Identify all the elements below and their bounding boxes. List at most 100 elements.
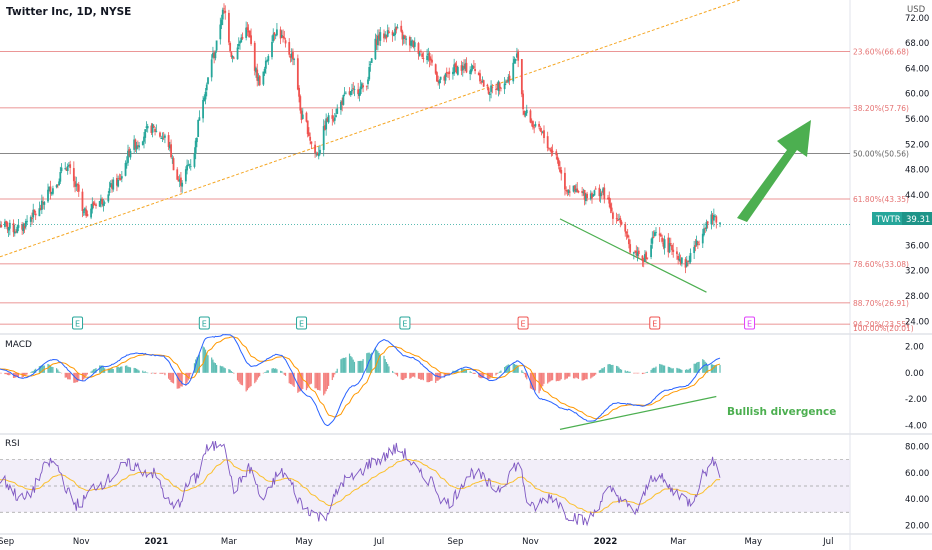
macd-histogram-bar	[78, 372, 80, 381]
candle-body	[188, 164, 191, 166]
candle-body	[267, 56, 270, 61]
candle-body	[660, 234, 662, 237]
candle-body	[241, 37, 244, 39]
candle-body	[637, 250, 640, 255]
candle-body	[559, 167, 561, 172]
candle-body	[237, 43, 240, 47]
macd-histogram-bar	[532, 372, 534, 390]
candle-body	[314, 144, 316, 154]
macd-histogram-bar	[276, 369, 278, 373]
macd-histogram-bar	[100, 365, 102, 373]
macd-histogram-bar	[134, 368, 136, 373]
candle-body	[305, 112, 308, 122]
earnings-marker-label: E	[521, 320, 526, 329]
candle-body	[401, 31, 404, 40]
macd-histogram-bar	[224, 368, 226, 373]
macd-histogram-bar	[387, 363, 389, 373]
macd-histogram-bar	[124, 365, 127, 373]
macd-histogram-bar	[190, 372, 192, 375]
earnings-marker-label: E	[747, 320, 752, 329]
macd-histogram-bar	[121, 366, 123, 373]
macd-histogram-bar	[181, 372, 183, 387]
candle-body	[151, 124, 154, 133]
macd-histogram-bar	[555, 372, 557, 382]
candle-body	[276, 29, 278, 36]
candle-body	[68, 164, 70, 166]
candle-body	[488, 93, 491, 95]
candle-body	[32, 209, 35, 218]
macd-histogram-bar	[59, 372, 61, 373]
candle-body	[111, 184, 113, 189]
trend-lines[interactable]	[0, 0, 811, 293]
candle-body	[301, 114, 304, 120]
candle-body	[186, 165, 188, 171]
candle-body	[348, 91, 351, 95]
macd-histogram-bar	[376, 349, 378, 373]
macd-histogram-bar	[161, 372, 164, 374]
candle-body	[678, 258, 681, 261]
candle-body	[551, 150, 554, 153]
candle-body	[159, 132, 161, 137]
rsi-ma-line	[0, 459, 721, 514]
candle-body	[22, 224, 25, 232]
candle-body	[667, 237, 670, 253]
candle-body	[632, 252, 635, 254]
candle-body	[408, 36, 411, 46]
macd-histogram-bar	[51, 366, 53, 373]
candle-body	[410, 40, 412, 46]
candle-body	[586, 193, 588, 199]
candle-body	[439, 76, 442, 80]
macd-histogram-bar	[635, 372, 637, 374]
macd-histogram-bar	[212, 359, 214, 373]
candle-body	[107, 194, 110, 202]
symbol-title: Twitter Inc, 1D, NYSE	[6, 6, 131, 18]
macd-histogram-bar	[264, 372, 266, 373]
candle-body	[214, 52, 217, 59]
macd-histogram-bar	[245, 372, 247, 392]
candle-body	[198, 117, 201, 121]
candle-body	[154, 128, 156, 132]
macd-histogram-bar	[447, 372, 449, 375]
macd-histogram-bar	[84, 372, 86, 379]
macd-histogram-bar	[152, 372, 154, 374]
candle-body	[539, 128, 542, 131]
candle-body	[572, 185, 575, 192]
rsi-tick-label: 60.00	[905, 469, 929, 479]
macd-histogram-bar	[651, 368, 653, 373]
macd-histogram-bar	[142, 370, 144, 373]
candle-body	[522, 93, 524, 110]
macd-histogram-bar	[460, 368, 463, 373]
macd-histogram-bar	[309, 372, 311, 385]
macd-histogram-bar	[163, 372, 165, 374]
candle-body	[645, 252, 648, 260]
candle-body	[292, 52, 294, 60]
candle-body	[609, 203, 612, 209]
candle-body	[120, 176, 123, 179]
earnings-marker	[296, 316, 308, 330]
candle-body	[273, 32, 276, 35]
macd-histogram-bar	[48, 364, 50, 373]
candle-body	[641, 255, 644, 261]
candle-body	[31, 217, 33, 220]
price-tick-label: 24.00	[905, 317, 929, 327]
macd-histogram-bar	[609, 364, 612, 373]
candle-body	[125, 162, 128, 164]
candle-body	[197, 119, 200, 137]
candle-body	[402, 36, 405, 39]
fib-retracement-levels[interactable]: 23.60%(66.68) 38.20%(57.76) 50.00%(50.56) 6…	[0, 48, 914, 333]
time-axis-label: Nov	[522, 537, 539, 547]
candle-body	[378, 34, 380, 40]
candle-body	[138, 145, 140, 148]
macd-histogram-bar	[655, 366, 657, 373]
macd-histogram-bar	[474, 372, 476, 374]
macd-higher-low-line	[559, 395, 717, 430]
macd-histogram-bar	[504, 367, 506, 373]
macd-histogram-bar	[352, 359, 354, 373]
candle-body	[495, 89, 497, 90]
macd-histogram-bar	[566, 372, 568, 379]
candle-body	[525, 109, 528, 114]
candle-body	[90, 208, 92, 218]
price-tick-label: 28.00	[905, 292, 929, 302]
macd-histogram-bar	[319, 372, 321, 391]
